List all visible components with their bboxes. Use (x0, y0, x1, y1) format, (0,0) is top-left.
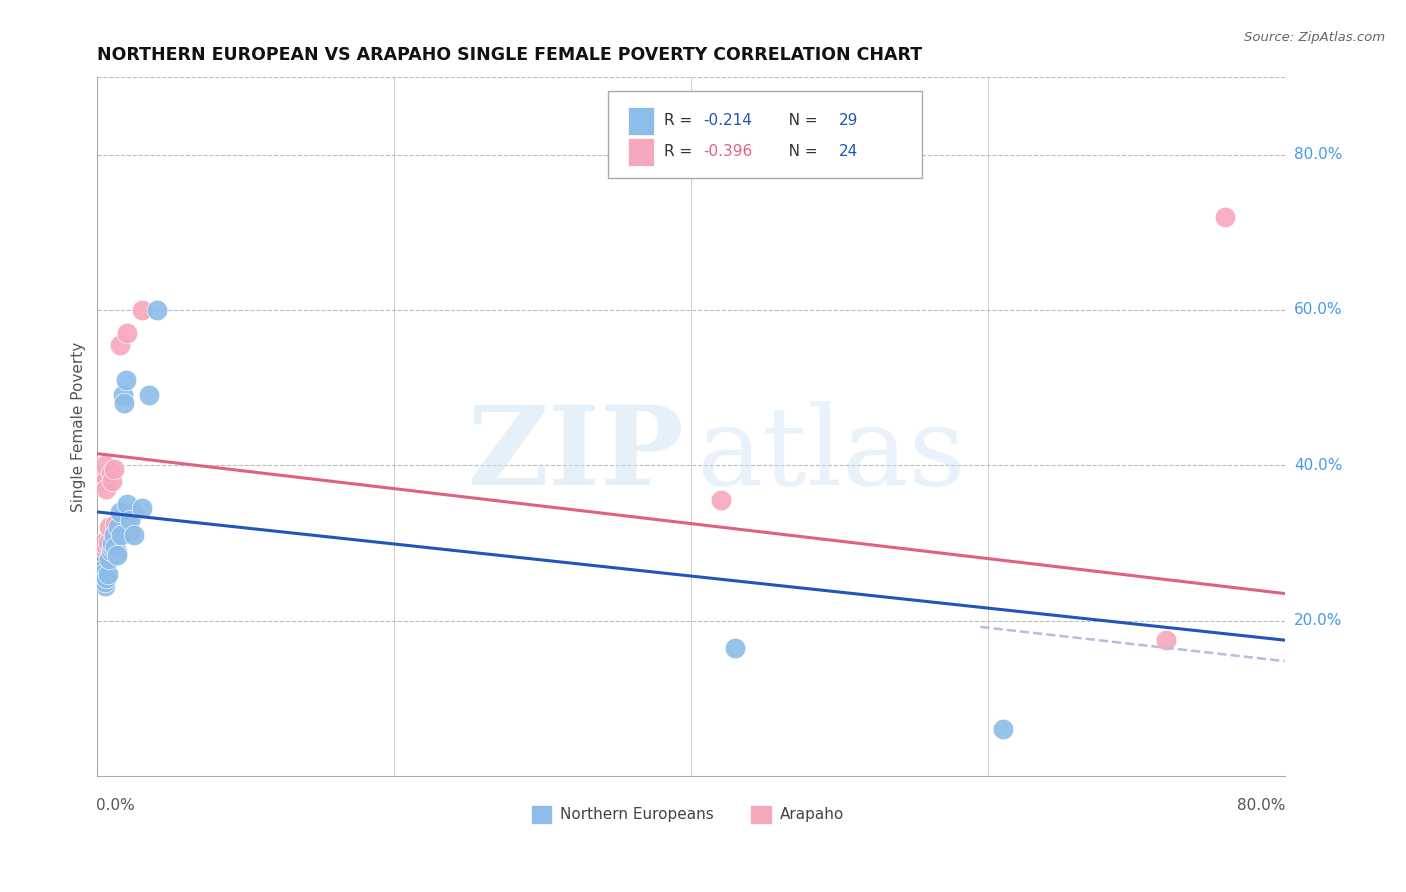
Text: Arapaho: Arapaho (780, 807, 844, 822)
Text: -0.214: -0.214 (703, 113, 752, 128)
Point (105, 548, 128, 562)
Point (112, 396, 135, 410)
Point (89, 548, 111, 562)
Text: -0.396: -0.396 (703, 145, 752, 159)
Text: atlas: atlas (697, 401, 966, 508)
Text: 20.0%: 20.0% (1294, 613, 1343, 628)
Point (91, 571, 114, 585)
Text: R =: R = (664, 113, 697, 128)
Point (124, 505, 146, 519)
Point (124, 528, 146, 542)
Text: N =: N = (775, 113, 823, 128)
Text: 40.0%: 40.0% (1294, 458, 1343, 473)
Point (115, 326, 138, 341)
Bar (751, 805, 772, 824)
Point (105, 543, 128, 558)
Point (90, 563, 112, 577)
Text: 60.0%: 60.0% (1294, 302, 1343, 318)
Point (104, 516, 127, 531)
Point (89, 571, 111, 585)
Point (138, 388, 160, 402)
Point (98, 520, 121, 534)
Text: NORTHERN EUROPEAN VS ARAPAHO SINGLE FEMALE POVERTY CORRELATION CHART: NORTHERN EUROPEAN VS ARAPAHO SINGLE FEMA… (97, 46, 922, 64)
Point (1154, 633, 1177, 648)
Point (94, 474, 117, 488)
Point (94, 579, 117, 593)
Point (89, 559, 111, 574)
Point (108, 505, 131, 519)
Point (1213, 210, 1236, 224)
Point (710, 493, 733, 508)
Point (100, 543, 122, 558)
Point (94, 574, 117, 589)
Point (107, 520, 129, 534)
Text: 0.0%: 0.0% (96, 798, 135, 814)
Point (87, 567, 110, 582)
Point (94, 458, 117, 473)
Point (131, 302, 153, 317)
Bar (628, 137, 654, 166)
Point (103, 528, 125, 542)
Point (118, 524, 141, 539)
Text: Source: ZipAtlas.com: Source: ZipAtlas.com (1244, 31, 1385, 45)
Y-axis label: Single Female Poverty: Single Female Poverty (72, 342, 86, 512)
Point (724, 640, 747, 655)
Point (103, 462, 125, 476)
Text: N =: N = (775, 145, 823, 159)
Text: 24: 24 (839, 145, 859, 159)
Text: R =: R = (664, 145, 697, 159)
Text: 80.0%: 80.0% (1294, 147, 1343, 162)
Text: 80.0%: 80.0% (1237, 798, 1285, 814)
Point (104, 540, 127, 554)
Point (101, 540, 124, 554)
Text: Northern Europeans: Northern Europeans (561, 807, 714, 822)
Point (91, 567, 114, 582)
Point (111, 388, 134, 402)
Point (90, 470, 112, 484)
Point (101, 474, 124, 488)
Point (100, 466, 122, 480)
Point (97, 536, 120, 550)
Point (107, 528, 129, 542)
Point (101, 536, 124, 550)
Text: 29: 29 (839, 113, 859, 128)
FancyBboxPatch shape (607, 91, 922, 178)
Point (131, 501, 153, 516)
Point (991, 723, 1014, 737)
Point (108, 338, 131, 352)
Point (114, 373, 136, 387)
Text: ZIP: ZIP (468, 401, 685, 508)
Point (98, 551, 121, 566)
Point (91, 536, 114, 550)
Point (110, 528, 132, 542)
Point (145, 302, 167, 317)
Point (118, 513, 141, 527)
Point (96, 482, 118, 496)
Point (96, 571, 118, 585)
Bar (628, 107, 654, 135)
Point (97, 567, 120, 582)
Point (115, 497, 138, 511)
Bar (530, 805, 553, 824)
